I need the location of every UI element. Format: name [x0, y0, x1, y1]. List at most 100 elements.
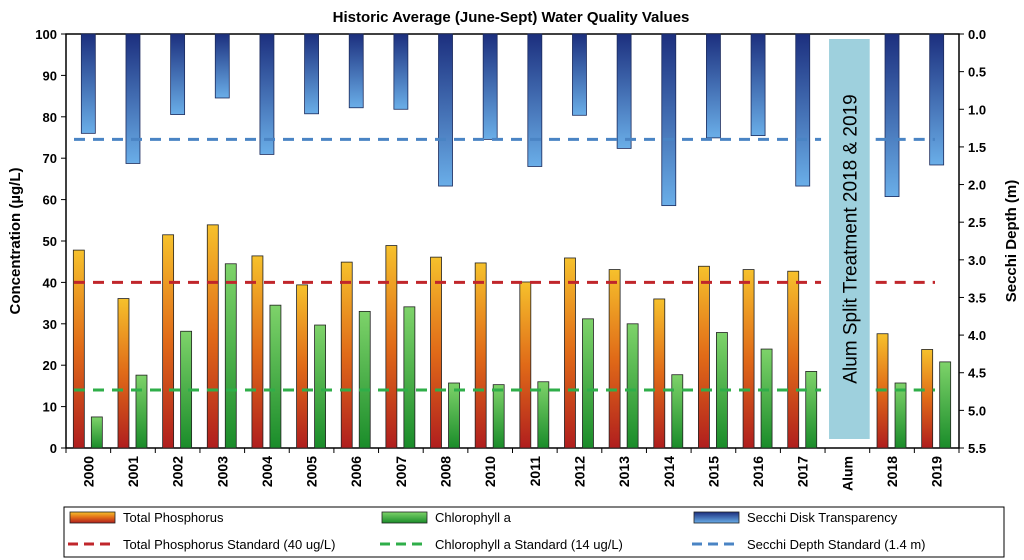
chlorophyll-bar-2000	[90, 416, 103, 449]
left-tick-label: 0	[50, 441, 57, 456]
phosphorus-bar-2015	[698, 265, 710, 449]
legend-label-1: Chlorophyll a	[435, 510, 512, 525]
legend: Total Phosphorus Chlorophyll a Secchi Disk…	[68, 510, 925, 552]
left-tick-label: 10	[43, 400, 57, 415]
x-tick-label: 2019	[929, 456, 945, 487]
phosphorus-bar-2006	[340, 261, 353, 449]
chlorophyll-bars	[90, 263, 952, 449]
secchi-bar-2003	[214, 33, 230, 99]
legend-swatch-2	[693, 511, 740, 524]
x-tick-label: 2002	[170, 456, 186, 487]
chlorophyll-bar-2007	[403, 306, 416, 449]
secchi-bar-2008	[438, 33, 453, 187]
phosphorus-bar-2007	[385, 245, 398, 449]
x-tick-label: 2011	[527, 456, 543, 487]
secchi-bar-2005	[304, 33, 319, 115]
x-tick-label: 2005	[304, 456, 320, 487]
legend-box	[63, 506, 1005, 558]
secchi-bar-2002	[170, 33, 186, 115]
x-tick-label: 2016	[750, 456, 766, 487]
right-tick-label: 2.5	[968, 215, 986, 230]
x-tick-label: 2001	[125, 456, 141, 487]
secchi-bar-2015	[706, 33, 721, 139]
right-axis: 0.0 0.5 1.0 1.5 2.0 2.5 3.0 3.5 4.0 4.5 5.0 5.5	[959, 27, 986, 456]
annotation-text: Alum Split Treatment 2018 & 2019	[840, 94, 861, 383]
right-axis-title: Secchi Depth (m)	[1003, 180, 1020, 303]
chlorophyll-bar-2016	[760, 348, 773, 449]
left-tick-label: 100	[35, 27, 57, 42]
chlorophyll-bar-2019	[939, 361, 952, 449]
chlorophyll-bar-2006	[358, 310, 371, 449]
right-tick-label: 0.5	[968, 65, 986, 80]
x-tick-label: 2004	[259, 456, 275, 487]
legend-label-0: Total Phosphorus	[123, 510, 224, 525]
phosphorus-bar-2008	[430, 256, 442, 449]
right-tick-label: 4.5	[968, 366, 986, 381]
right-tick-label: 5.0	[968, 403, 986, 418]
secchi-bar-2001	[125, 33, 141, 164]
phosphorus-bar-2013	[608, 269, 621, 449]
secchi-bar-2019	[929, 33, 945, 166]
right-tick-label: 2.0	[968, 178, 986, 193]
phosphorus-bar-2004	[251, 255, 264, 449]
x-tick-label: 2013	[616, 456, 632, 487]
x-axis: 2000 2001 2002 2003 2004 2005 2006 2007 2008 2010…	[65, 448, 960, 491]
right-tick-label: 3.0	[968, 253, 986, 268]
secchi-bar-2013	[616, 33, 632, 149]
phosphorus-bar-2005	[296, 284, 308, 449]
secchi-bar-2004	[259, 33, 275, 155]
annotation-box	[829, 39, 870, 439]
phosphorus-bar-2012	[564, 257, 576, 449]
left-tick-label: 60	[43, 193, 57, 208]
left-tick-label: 30	[43, 317, 57, 332]
chlorophyll-bar-2014	[671, 374, 684, 449]
secchi-bar-2010	[482, 33, 498, 140]
x-tick-label: 2015	[705, 456, 721, 487]
right-tick-label: 0.0	[968, 27, 986, 42]
left-tick-label: 40	[43, 275, 57, 290]
x-tick-label: 2003	[214, 456, 230, 487]
left-tick-label: 90	[43, 68, 57, 83]
chlorophyll-bar-2013	[626, 323, 639, 449]
secchi-bar-2017	[795, 33, 811, 187]
chlorophyll-bar-2001	[135, 374, 148, 449]
x-tick-label: 2018	[884, 456, 900, 487]
legend-line-label-0: Total Phosphorus Standard (40 ug/L)	[123, 537, 335, 552]
chlorophyll-bar-2011	[537, 381, 550, 449]
secchi-bar-2018	[884, 33, 900, 197]
secchi-bar-2006	[348, 33, 364, 109]
x-tick-label: 2008	[438, 456, 454, 487]
legend-line-label-1: Chlorophyll a Standard (14 ug/L)	[435, 537, 623, 552]
left-tick-label: 80	[43, 110, 57, 125]
secchi-bar-2011	[527, 33, 543, 167]
secchi-bar-2007	[393, 33, 409, 110]
left-axis-title: Concentration (µg/L)	[7, 168, 24, 315]
phosphorus-bar-2000	[72, 249, 85, 449]
phosphorus-bar-2002	[162, 234, 175, 449]
secchi-bar-2016	[750, 33, 766, 137]
x-tick-label: Alum	[839, 456, 855, 491]
phosphorus-bar-2014	[653, 298, 666, 449]
left-tick-label: 70	[43, 151, 57, 166]
phosphorus-bar-2010	[474, 262, 487, 449]
plot-area	[65, 33, 960, 449]
chlorophyll-bar-2008	[448, 382, 460, 449]
chart-title: Historic Average (June-Sept) Water Quali…	[333, 9, 690, 26]
chlorophyll-bar-2018	[894, 382, 907, 449]
chlorophyll-bar-2005	[314, 324, 326, 449]
right-tick-label: 4.0	[968, 328, 986, 343]
chlorophyll-bar-2004	[269, 304, 282, 449]
phosphorus-bar-2017	[787, 270, 800, 449]
left-axis: 0 10 20 30 40 50 60 70 80 90 100	[35, 27, 66, 456]
legend-line-label-2: Secchi Depth Standard (1.4 m)	[747, 537, 925, 552]
phosphorus-bars	[72, 224, 934, 449]
alum-annotation: Alum Split Treatment 2018 & 2019	[829, 39, 870, 439]
x-tick-label: 2012	[571, 456, 587, 487]
x-tick-label: 2014	[661, 456, 677, 487]
chlorophyll-bar-2010	[492, 384, 505, 449]
x-tick-label: 2000	[80, 456, 96, 487]
x-tick-label: 2017	[795, 456, 811, 487]
standard-lines	[74, 137, 935, 392]
phosphorus-bar-2019	[921, 349, 934, 449]
